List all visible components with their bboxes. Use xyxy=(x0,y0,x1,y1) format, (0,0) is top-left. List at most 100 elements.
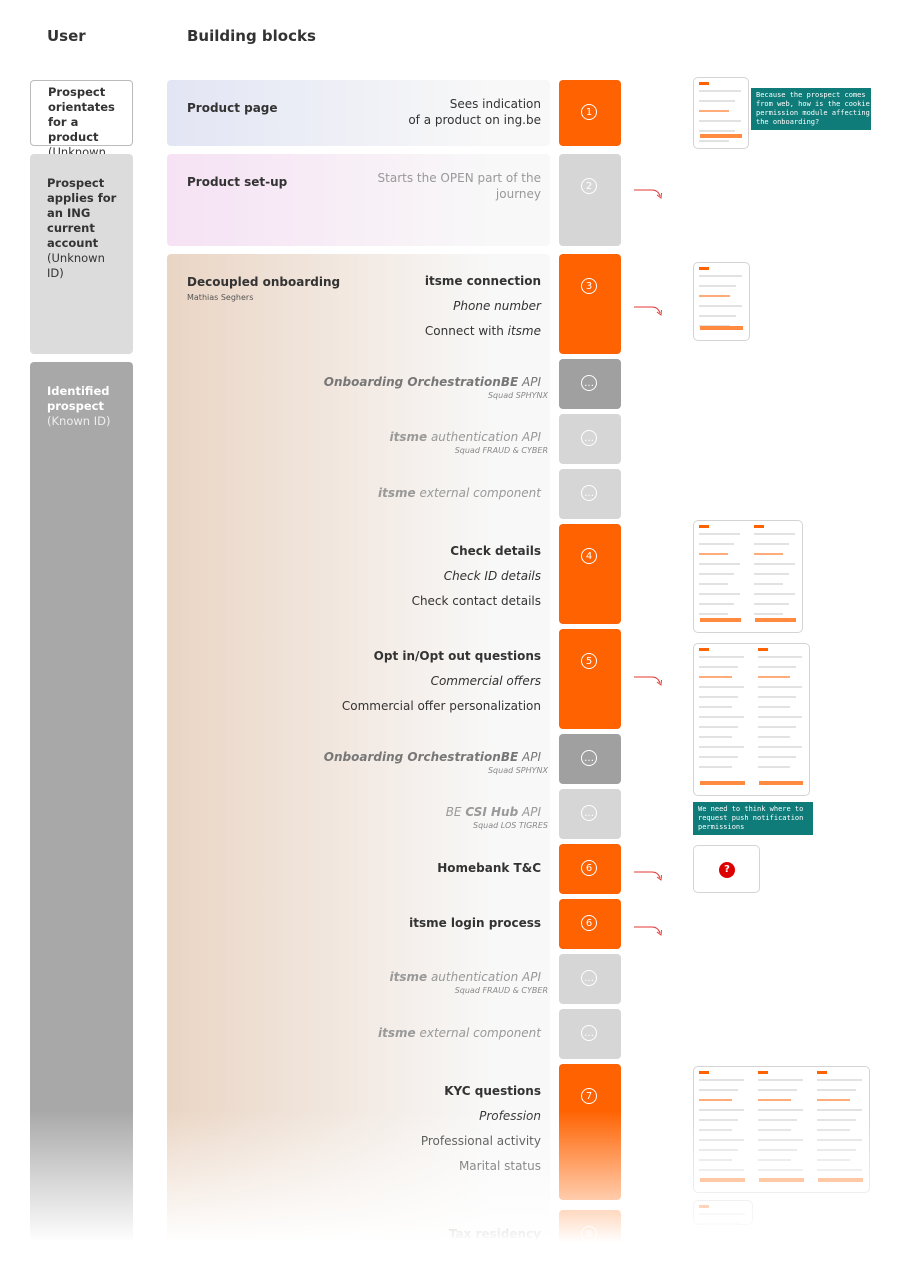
question-box: ? xyxy=(693,845,760,893)
text-part: Commercial offer personalization xyxy=(341,699,541,713)
comment-line: from web, how is the cookie xyxy=(756,100,870,108)
screen-line xyxy=(754,593,795,595)
text-part: CSI Hub xyxy=(465,805,519,819)
screen-line xyxy=(699,315,736,317)
screen-line xyxy=(757,756,796,758)
comment-line: the onboarding? xyxy=(756,118,820,126)
step-line: Commercial offers xyxy=(431,674,541,688)
step-number: 3 xyxy=(581,278,597,294)
step-number: … xyxy=(581,750,597,766)
arrow xyxy=(634,306,662,316)
user-id: (Known ID) xyxy=(47,414,111,428)
text-part: Homebank T&C xyxy=(437,861,541,875)
step-line: Opt in/Opt out questions xyxy=(374,649,541,663)
block-title: Decoupled onboarding xyxy=(187,275,341,289)
screen-header xyxy=(699,82,709,85)
screen-line xyxy=(757,666,796,668)
step-marker: … xyxy=(559,359,621,409)
block xyxy=(167,254,550,1266)
screen-line xyxy=(699,716,744,718)
screen-thumbnail xyxy=(693,262,750,341)
step-number: 7 xyxy=(581,1088,597,1104)
screen-line xyxy=(754,603,789,605)
comment-line: request push notification xyxy=(698,814,804,822)
screen-line xyxy=(699,110,729,112)
text-part: BE xyxy=(445,805,466,819)
screen-line xyxy=(817,1099,850,1101)
screen-line xyxy=(699,1089,738,1091)
screen-line xyxy=(699,533,740,535)
screen-line xyxy=(757,746,802,748)
header-user: User xyxy=(47,27,86,45)
user-id: (Unknown ID) xyxy=(47,251,105,280)
screen-line xyxy=(699,756,738,758)
text-part: KYC questions xyxy=(444,1084,541,1098)
text-part: Check ID details xyxy=(443,569,541,583)
user-box: Prospect applies for an ING current acco… xyxy=(30,154,133,354)
screen-line xyxy=(699,676,732,678)
screen-line xyxy=(754,613,783,615)
step-marker: … xyxy=(559,734,621,784)
text-part: Check contact details xyxy=(411,594,541,608)
screen-header xyxy=(757,648,768,651)
header-blocks: Building blocks xyxy=(187,27,316,45)
text-part: Starts the OPEN part of the xyxy=(377,171,541,185)
arrow xyxy=(634,871,662,881)
screen-line xyxy=(754,563,795,565)
text-part: itsme xyxy=(378,1026,416,1040)
step-line: itsme external component xyxy=(378,1026,541,1040)
screen-line xyxy=(699,305,742,307)
screen-line xyxy=(699,613,728,615)
text-part: authentication API xyxy=(427,970,541,984)
screen-line xyxy=(699,563,740,565)
screen-line xyxy=(757,706,790,708)
squad: Squad SPHYNX xyxy=(487,766,548,775)
step-line: of a product on ing.be xyxy=(408,113,541,127)
text-part: itsme login process xyxy=(409,916,541,930)
screen-line xyxy=(699,573,734,575)
fade xyxy=(0,1110,900,1266)
text-part: Opt in/Opt out questions xyxy=(373,649,541,663)
screen-line xyxy=(754,573,789,575)
text-part: of a product on ing.be xyxy=(408,113,541,127)
screen-line xyxy=(757,656,802,658)
screen-line xyxy=(699,1099,732,1101)
block-title: Product set-up xyxy=(187,175,288,189)
text-part: external component xyxy=(415,1026,541,1040)
screen-line xyxy=(754,553,783,555)
step-line: itsme authentication API xyxy=(390,970,542,984)
step-line: itsme connection xyxy=(425,274,541,288)
block xyxy=(167,80,550,146)
comment-line: permission module affecting xyxy=(756,109,870,117)
step-number: … xyxy=(581,1025,597,1041)
screen-line xyxy=(699,543,734,545)
screen-line xyxy=(699,706,732,708)
step-line: itsme login process xyxy=(409,916,541,930)
screen-button xyxy=(700,618,741,622)
screen-line xyxy=(757,716,802,718)
screen-line xyxy=(699,130,735,132)
screen-header xyxy=(758,1071,768,1074)
screen-button xyxy=(758,781,803,785)
step-number: … xyxy=(581,805,597,821)
text-part: API xyxy=(518,805,541,819)
screen-line xyxy=(754,583,783,585)
text-part: Onboarding OrchestrationBE xyxy=(323,750,519,764)
text-part: itsme xyxy=(389,430,428,444)
squad: Squad LOS TIGRES xyxy=(472,821,548,830)
step-marker: 5 xyxy=(559,629,621,729)
step-marker: 6 xyxy=(559,899,621,949)
screen-line xyxy=(699,736,732,738)
text-part: itsme xyxy=(507,324,541,338)
user-title: Prospect applies for an ING current acco… xyxy=(47,176,117,250)
screen-line xyxy=(754,533,795,535)
screen-line xyxy=(699,1079,744,1081)
text-part: Onboarding OrchestrationBE xyxy=(323,375,519,389)
screen-line xyxy=(699,696,738,698)
step-line: KYC questions xyxy=(444,1084,541,1098)
step-marker: 2 xyxy=(559,154,621,246)
screen-header xyxy=(699,267,709,270)
step-marker: 6 xyxy=(559,844,621,894)
screen-line xyxy=(757,736,790,738)
